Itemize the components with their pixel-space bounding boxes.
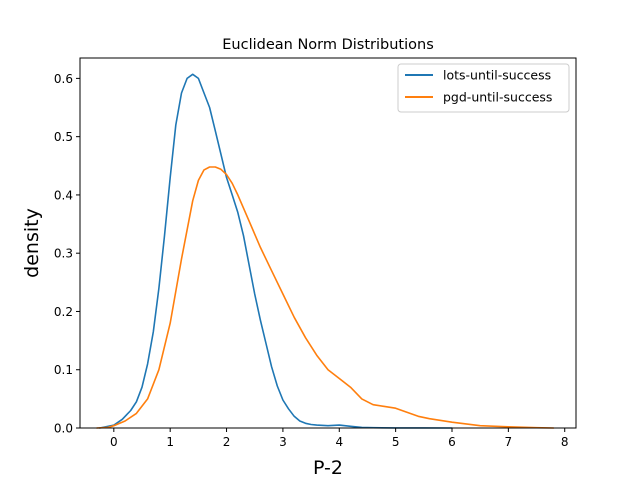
legend-label-lots-until-success: lots-until-success — [443, 68, 551, 83]
series-layer — [96, 73, 555, 429]
legend-box — [397, 63, 570, 113]
y-tick-label: 0.4 — [54, 188, 73, 202]
y-tick-label: 0.3 — [54, 247, 73, 261]
x-tick-label: 4 — [335, 435, 343, 449]
y-tick-label: 0.2 — [54, 305, 73, 319]
x-axis: 0 1 2 3 4 5 6 7 8 — [110, 428, 569, 449]
y-axis-label: density — [21, 208, 43, 278]
x-tick-label: 7 — [505, 435, 513, 449]
x-tick-label: 3 — [279, 435, 287, 449]
y-tick-label: 0.0 — [54, 422, 73, 436]
plot-area-frame — [79, 57, 577, 429]
x-tick-label: 5 — [392, 435, 400, 449]
x-tick-label: 8 — [561, 435, 569, 449]
legend-label-pgd-until-success: pgd-until-success — [443, 90, 552, 105]
y-tick-label: 0.1 — [54, 363, 73, 377]
y-axis: 0.0 0.1 0.2 0.3 0.4 0.5 0.6 — [54, 72, 80, 436]
series-line-lots-until-success — [98, 73, 453, 429]
y-tick-label: 0.6 — [54, 72, 73, 86]
legend: lots-until-success pgd-until-success — [397, 63, 570, 113]
x-tick-label: 2 — [223, 435, 231, 449]
chart-title: Euclidean Norm Distributions — [222, 37, 434, 53]
y-tick-label: 0.5 — [54, 130, 73, 144]
series-line-pgd-until-success — [96, 166, 555, 429]
x-axis-label: P-2 — [313, 457, 343, 479]
x-tick-label: 1 — [166, 435, 174, 449]
x-tick-label: 0 — [110, 435, 118, 449]
x-tick-label: 6 — [448, 435, 456, 449]
